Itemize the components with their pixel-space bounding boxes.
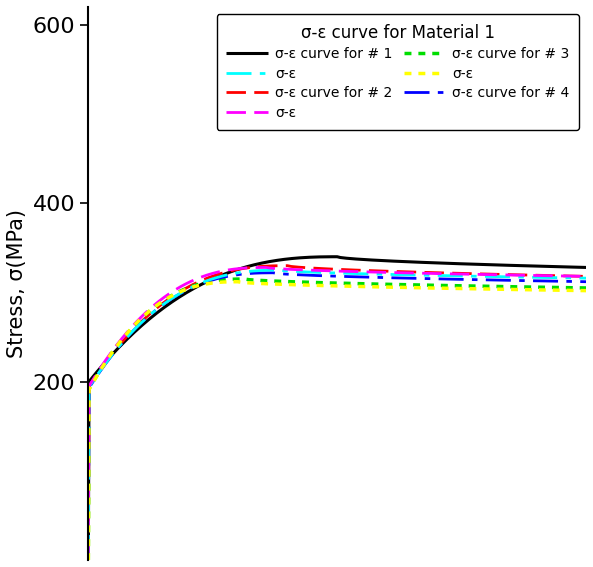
σ-ε xyxy=(111,346,118,353)
Y-axis label: Stress, σ(MPa): Stress, σ(MPa) xyxy=(7,209,27,358)
σ-ε curve for # 2 xyxy=(284,263,291,269)
Line: σ-ε: σ-ε xyxy=(88,268,586,560)
σ-ε curve for # 1 xyxy=(554,263,561,270)
σ-ε curve for # 1 xyxy=(334,253,341,260)
σ-ε xyxy=(234,278,241,285)
σ-ε xyxy=(116,338,123,345)
Line: σ-ε curve for # 3: σ-ε curve for # 3 xyxy=(88,279,586,560)
σ-ε curve for # 4 xyxy=(117,341,124,348)
σ-ε xyxy=(135,318,142,324)
σ-ε curve for # 2 xyxy=(85,557,92,564)
σ-ε curve for # 3 xyxy=(85,485,92,492)
σ-ε curve for # 1 xyxy=(128,331,135,338)
σ-ε curve for # 2 xyxy=(85,484,92,490)
σ-ε curve for # 1 xyxy=(85,481,92,488)
σ-ε curve for # 3 xyxy=(582,285,589,291)
σ-ε curve for # 2 xyxy=(152,306,159,313)
σ-ε xyxy=(582,287,589,294)
σ-ε curve for # 1 xyxy=(85,557,92,564)
Line: σ-ε curve for # 2: σ-ε curve for # 2 xyxy=(88,266,586,560)
σ-ε xyxy=(521,274,528,281)
σ-ε xyxy=(85,557,92,564)
σ-ε xyxy=(582,273,589,280)
σ-ε curve for # 4 xyxy=(85,448,93,455)
σ-ε curve for # 1 xyxy=(582,264,589,271)
σ-ε curve for # 2 xyxy=(522,272,529,278)
Line: σ-ε: σ-ε xyxy=(88,270,586,560)
σ-ε xyxy=(85,484,92,490)
σ-ε curve for # 4 xyxy=(147,311,154,318)
Line: σ-ε curve for # 1: σ-ε curve for # 1 xyxy=(88,257,586,560)
σ-ε curve for # 4 xyxy=(519,277,526,284)
σ-ε curve for # 3 xyxy=(138,315,145,322)
σ-ε curve for # 3 xyxy=(85,448,93,455)
σ-ε curve for # 4 xyxy=(582,278,589,285)
σ-ε curve for # 4 xyxy=(270,269,277,276)
σ-ε curve for # 2 xyxy=(120,337,127,344)
σ-ε xyxy=(85,449,93,456)
σ-ε xyxy=(149,309,157,316)
σ-ε xyxy=(119,340,126,346)
σ-ε curve for # 4 xyxy=(85,557,92,564)
σ-ε curve for # 3 xyxy=(85,557,92,564)
σ-ε curve for # 1 xyxy=(532,263,539,269)
σ-ε xyxy=(512,286,519,293)
σ-ε xyxy=(277,266,284,273)
σ-ε xyxy=(85,557,92,564)
σ-ε curve for # 1 xyxy=(85,444,93,451)
σ-ε xyxy=(85,447,93,454)
σ-ε xyxy=(518,272,525,278)
σ-ε xyxy=(548,274,555,281)
σ-ε curve for # 3 xyxy=(514,284,521,290)
σ-ε curve for # 2 xyxy=(582,273,589,280)
σ-ε xyxy=(85,447,93,454)
σ-ε curve for # 1 xyxy=(168,299,176,306)
σ-ε xyxy=(85,557,92,564)
σ-ε curve for # 3 xyxy=(544,284,551,291)
σ-ε xyxy=(543,286,550,293)
Line: σ-ε: σ-ε xyxy=(88,282,586,560)
σ-ε xyxy=(85,485,92,492)
σ-ε curve for # 4 xyxy=(85,484,92,491)
σ-ε xyxy=(145,307,152,314)
σ-ε xyxy=(263,264,270,271)
σ-ε curve for # 2 xyxy=(85,447,93,454)
σ-ε xyxy=(85,484,92,490)
σ-ε xyxy=(546,272,553,279)
Legend: σ-ε curve for # 1, σ-ε, σ-ε curve for # 2, σ-ε, σ-ε curve for # 3, σ-ε, σ-ε curv: σ-ε curve for # 1, σ-ε, σ-ε curve for # … xyxy=(216,14,579,129)
σ-ε curve for # 4 xyxy=(547,278,554,285)
σ-ε curve for # 2 xyxy=(549,272,556,279)
σ-ε curve for # 3 xyxy=(241,276,248,282)
Line: σ-ε curve for # 4: σ-ε curve for # 4 xyxy=(88,273,586,560)
σ-ε curve for # 3 xyxy=(112,344,119,351)
σ-ε xyxy=(582,275,589,282)
